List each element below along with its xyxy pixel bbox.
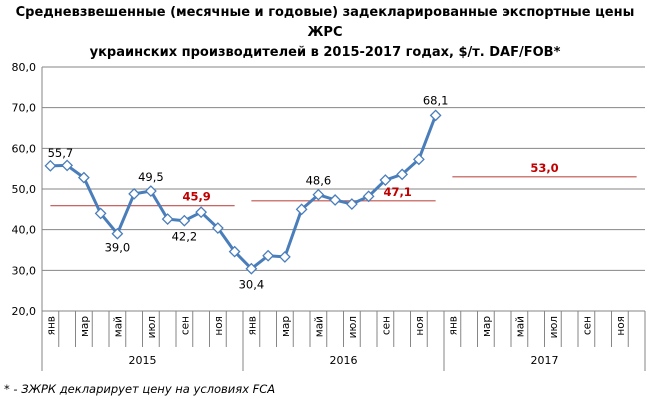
data-point-marker bbox=[396, 168, 409, 181]
data-point-marker bbox=[195, 206, 208, 219]
data-point-label: 55,7 bbox=[48, 146, 74, 160]
y-tick-label: 70,0 bbox=[12, 102, 37, 115]
data-point-marker bbox=[178, 214, 191, 227]
chart-title: Средневзвешенные (месячные и годовые) за… bbox=[0, 3, 650, 63]
x-month-label: сен bbox=[179, 316, 191, 335]
annual-average-label: 45,9 bbox=[182, 190, 210, 204]
data-point-marker bbox=[345, 198, 358, 210]
data-point-marker bbox=[94, 207, 107, 220]
x-year-label: 2017 bbox=[531, 354, 559, 367]
data-point-marker bbox=[412, 153, 425, 166]
data-point-marker bbox=[77, 171, 90, 184]
x-month-label: июл bbox=[146, 316, 158, 338]
chart-title-line-2: украинских производителей в 2015-2017 го… bbox=[89, 45, 561, 60]
data-point-marker bbox=[245, 262, 258, 275]
data-point-marker bbox=[111, 227, 124, 240]
x-month-label: янв bbox=[45, 316, 57, 335]
x-month-label: май bbox=[112, 316, 124, 337]
x-month-label: май bbox=[514, 316, 526, 337]
data-point-marker bbox=[278, 250, 291, 263]
x-month-label: сен bbox=[380, 316, 392, 335]
data-point-marker bbox=[295, 203, 308, 216]
x-month-label: мар bbox=[79, 316, 91, 337]
data-point-label: 48,6 bbox=[306, 174, 332, 188]
data-point-marker bbox=[61, 159, 74, 172]
data-point-marker bbox=[262, 249, 275, 262]
annual-average-label: 53,0 bbox=[530, 161, 558, 175]
data-point-label: 68,1 bbox=[423, 93, 449, 107]
data-point-marker bbox=[329, 194, 342, 206]
x-month-label: ноя bbox=[213, 316, 225, 336]
x-month-label: янв bbox=[246, 316, 258, 335]
x-month-label: май bbox=[313, 316, 325, 337]
data-point-label: 39,0 bbox=[105, 241, 131, 255]
data-point-marker bbox=[144, 185, 157, 197]
x-year-label: 2016 bbox=[330, 354, 358, 367]
data-point-label: 30,4 bbox=[239, 278, 265, 292]
data-point-marker bbox=[128, 187, 141, 200]
y-tick-label: 50,0 bbox=[12, 183, 37, 196]
x-month-label: ноя bbox=[414, 316, 426, 336]
data-point-marker bbox=[161, 213, 174, 226]
data-point-marker bbox=[228, 245, 241, 258]
y-tick-label: 20,0 bbox=[12, 305, 37, 318]
data-point-label: 49,5 bbox=[138, 170, 164, 184]
data-point-marker bbox=[379, 174, 392, 186]
chart-title-line-1: Средневзвешенные (месячные и годовые) за… bbox=[15, 5, 635, 40]
footnote: * - ЗЖРК декларирует цену на условиях FC… bbox=[4, 382, 276, 396]
data-point-marker bbox=[211, 222, 224, 234]
x-month-label: ноя bbox=[615, 316, 627, 336]
data-point-marker bbox=[312, 188, 325, 201]
x-month-label: мар bbox=[481, 316, 493, 337]
y-tick-label: 60,0 bbox=[12, 142, 37, 155]
x-month-label: июл bbox=[548, 316, 560, 338]
y-tick-label: 30,0 bbox=[12, 264, 37, 277]
data-point-label: 42,2 bbox=[172, 230, 198, 244]
data-point-marker bbox=[429, 109, 442, 122]
data-point-marker bbox=[362, 190, 375, 203]
x-year-label: 2015 bbox=[129, 354, 157, 367]
x-month-label: июл bbox=[347, 316, 359, 338]
x-month-label: сен bbox=[581, 316, 593, 335]
annual-average-label: 47,1 bbox=[383, 185, 411, 199]
x-month-label: мар bbox=[280, 316, 292, 337]
y-tick-label: 80,0 bbox=[12, 61, 37, 74]
y-tick-label: 40,0 bbox=[12, 224, 37, 237]
data-point-marker bbox=[44, 159, 57, 172]
x-month-label: янв bbox=[447, 316, 459, 335]
